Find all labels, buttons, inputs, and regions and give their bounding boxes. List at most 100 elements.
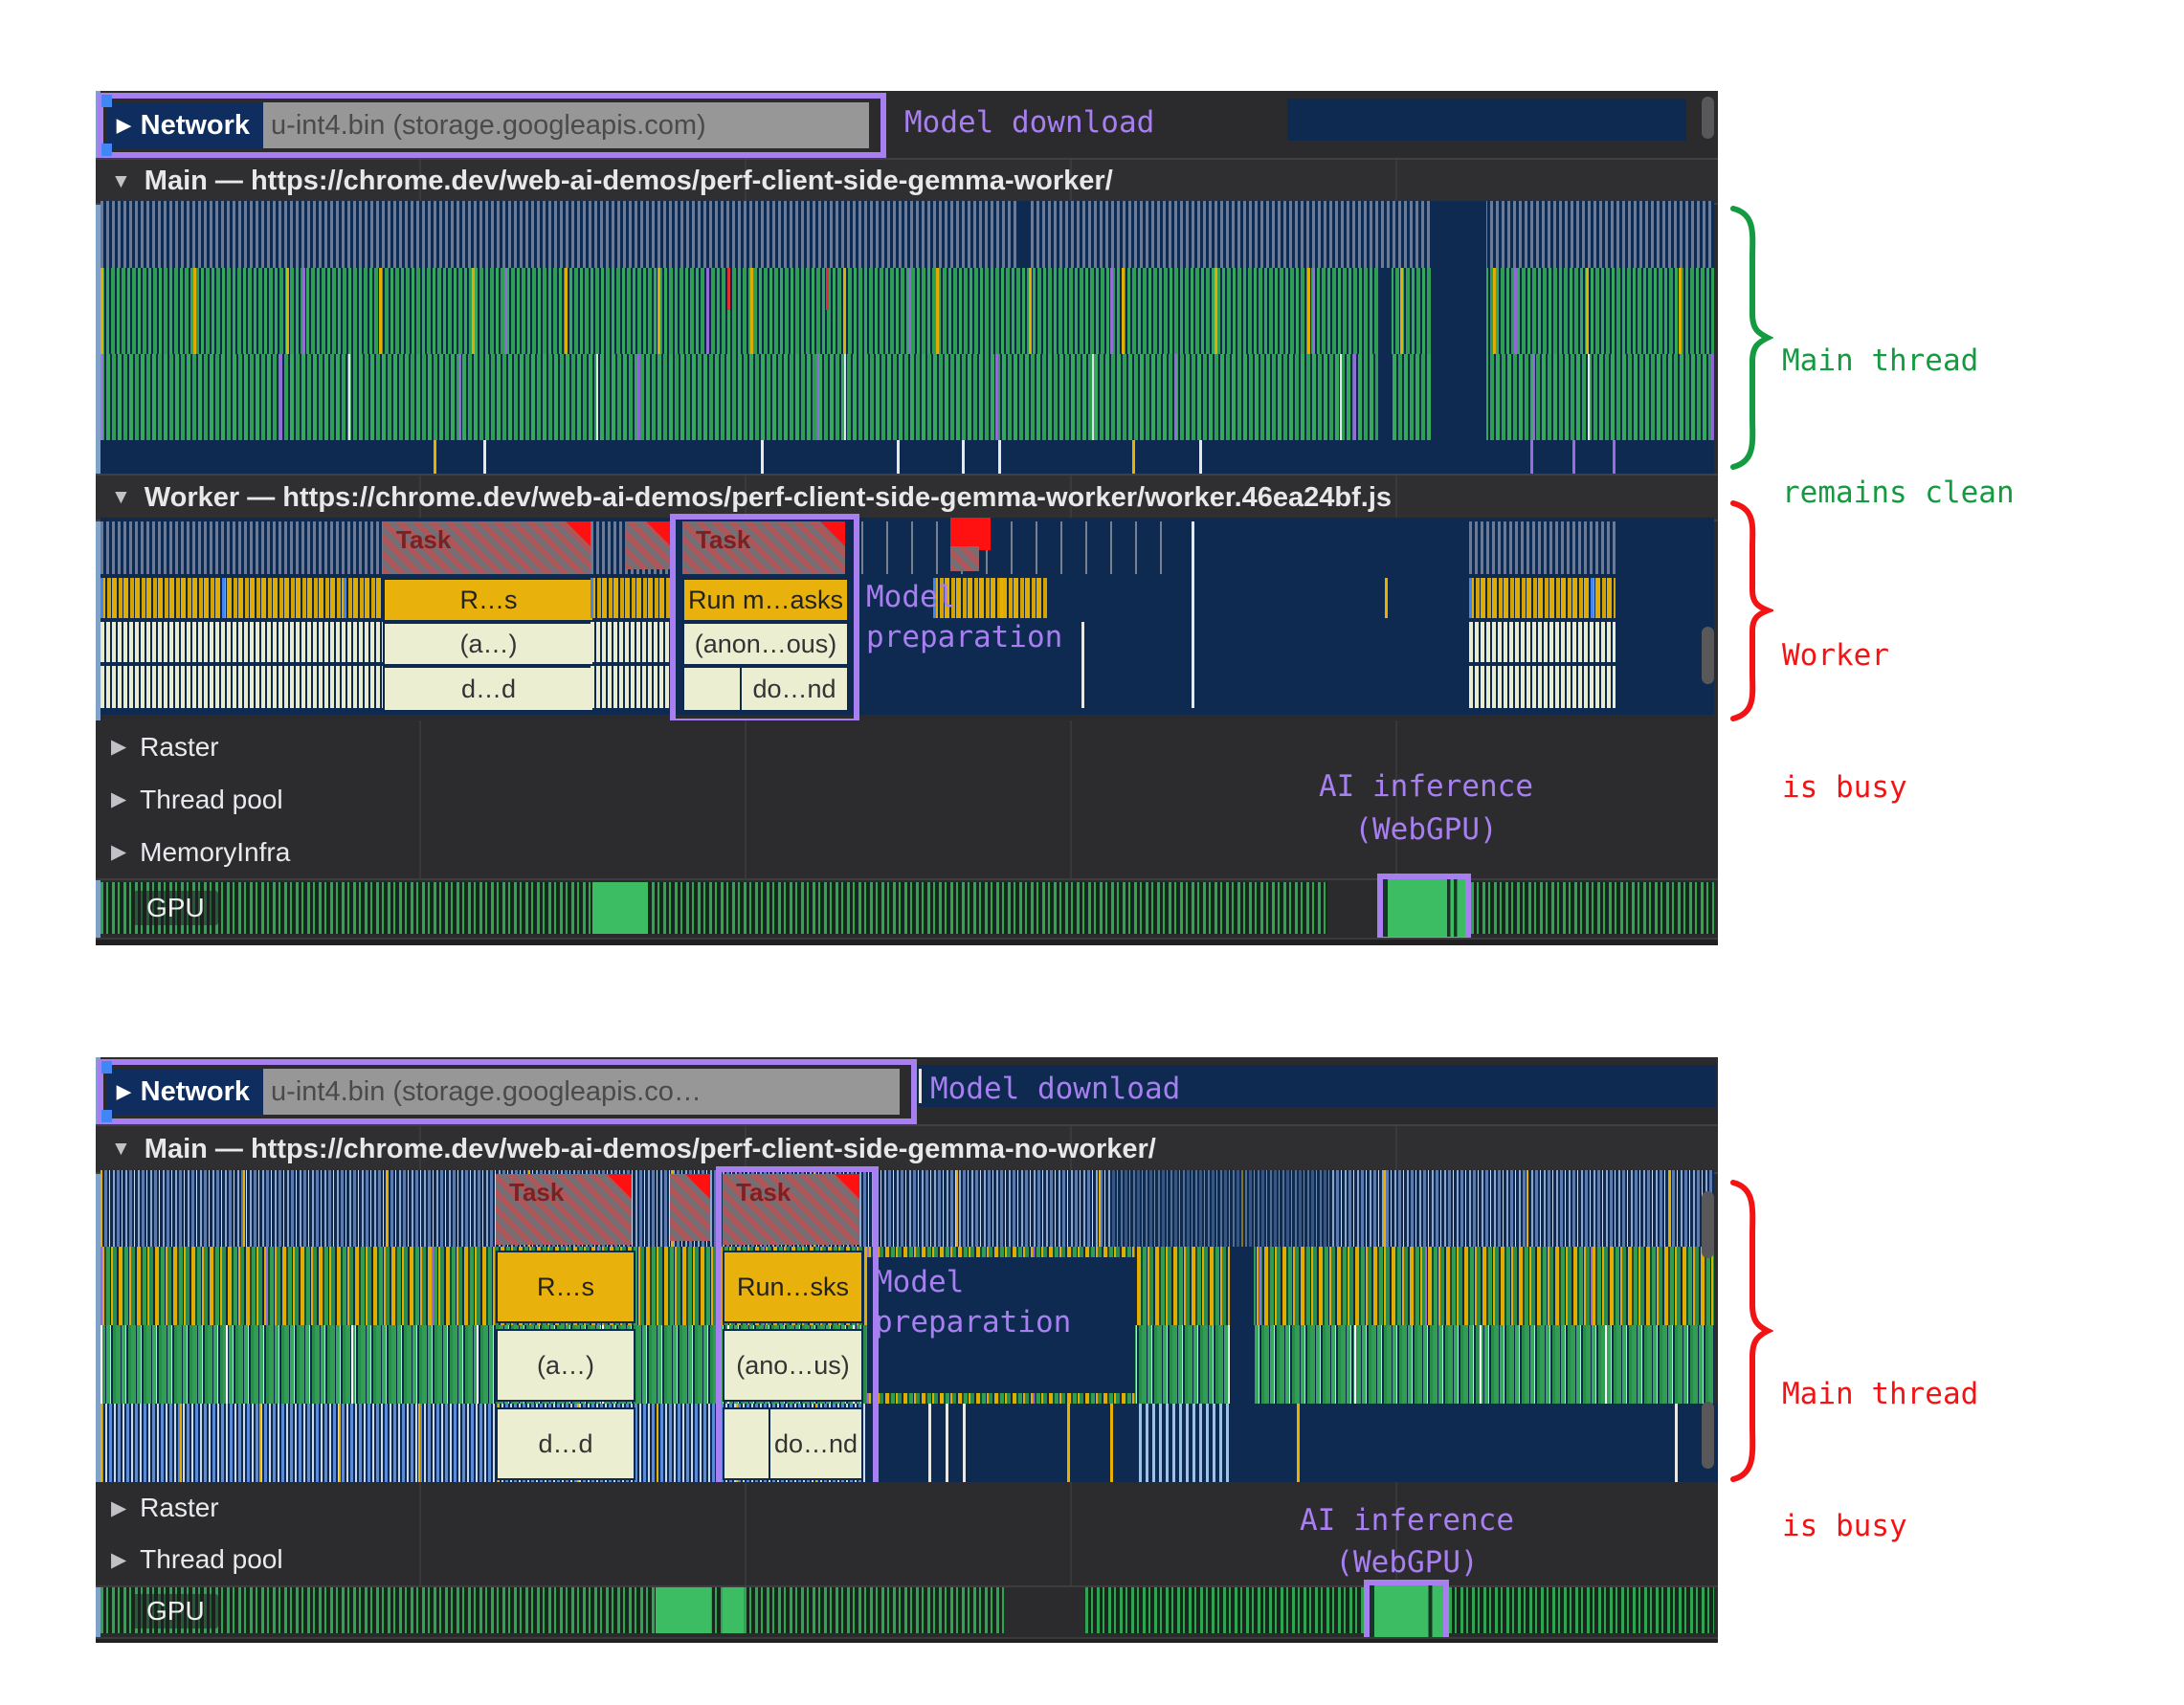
gpu-solid-segment [592, 882, 648, 934]
long-task-block-small[interactable] [670, 1174, 710, 1241]
white-tick [483, 440, 486, 474]
main-thread-header[interactable]: ▼ Main — https://chrome.dev/web-ai-demos… [96, 158, 1718, 205]
worker-flame-area[interactable]: Task R…s (a…) d…d Task Run m…asks (anon…… [100, 518, 1714, 715]
memory-infra-track[interactable]: ▶ MemoryInfra [96, 826, 1718, 880]
expand-icon[interactable]: ▶ [111, 1496, 127, 1519]
network-request-bar-right[interactable] [1287, 99, 1686, 141]
activity-stripes [100, 622, 383, 662]
network-request-bar[interactable]: ▶ Network u-int4.bin (storage.googleapis.… [107, 1069, 900, 1115]
expand-icon[interactable]: ▶ [111, 736, 127, 758]
annotation-line: AI inference [1319, 769, 1533, 804]
network-track-label[interactable]: ▶ Network [107, 102, 264, 148]
red-brace [1730, 1180, 1773, 1482]
network-track[interactable]: ▶ Network u-int4.bin (storage.googleapis.… [96, 91, 1718, 158]
download-block[interactable]: do…nd [769, 1407, 863, 1480]
scrollbar-thumb[interactable] [1702, 97, 1714, 139]
block-label: (anon…ous) [694, 629, 837, 658]
annotation-handle [101, 95, 112, 107]
network-label-text: Network [140, 1075, 251, 1107]
gpu-activity-stripes [1449, 1587, 1714, 1633]
network-request-text: u-int4.bin (storage.googleapis.co… [271, 1075, 702, 1107]
scrollbar-thumb[interactable] [1702, 1191, 1714, 1258]
annotation-line: Model [875, 1265, 965, 1299]
gpu-track[interactable]: GPU [96, 1580, 1718, 1643]
long-task-block-small[interactable] [625, 521, 671, 569]
download-block[interactable]: do…nd [740, 666, 849, 712]
activity-stripes [1139, 1404, 1230, 1482]
annotation-line: Model [866, 580, 956, 614]
dispatch-block[interactable]: d…d [383, 666, 594, 712]
expand-icon[interactable]: ▶ [117, 115, 131, 136]
yellow-tick [1132, 440, 1135, 474]
scrollbar-thumb[interactable] [1702, 1402, 1714, 1469]
dim-patch [1110, 1170, 1330, 1247]
devtools-performance-panel-worker: ▶ Network u-int4.bin (storage.googleapis.… [96, 91, 1718, 945]
thread-pool-track[interactable]: ▶ Thread pool [96, 1534, 1718, 1587]
expand-icon[interactable]: ▶ [111, 788, 127, 810]
main-flame-row-1[interactable] [100, 1170, 1714, 1247]
task-block-label: Task [696, 525, 751, 554]
white-tick [1675, 1404, 1678, 1482]
thread-pool-track[interactable]: ▶ Thread pool [96, 773, 1718, 828]
memory-infra-track-label: MemoryInfra [140, 836, 291, 867]
long-task-block[interactable]: Task [496, 1174, 632, 1245]
worker-thread-header[interactable]: ▼ Worker — https://chrome.dev/web-ai-dem… [96, 474, 1718, 521]
dispatch-block[interactable]: d…d [496, 1407, 635, 1480]
task-annotation-box [670, 514, 859, 724]
purple-tick [1613, 440, 1616, 474]
annotation-line: remains clean [1782, 476, 2015, 510]
collapse-icon[interactable]: ▼ [111, 486, 131, 508]
expand-icon[interactable]: ▶ [111, 1548, 127, 1571]
raster-track[interactable]: ▶ Raster [96, 1482, 1718, 1536]
main-flame-row-2[interactable] [100, 268, 1714, 354]
run-tasks-block[interactable]: R…s [383, 578, 594, 622]
main-flame-row-3[interactable] [100, 354, 1714, 440]
main-flame-row-1[interactable] [100, 201, 1714, 268]
collapse-icon[interactable]: ▼ [111, 1138, 131, 1160]
raster-track[interactable]: ▶ Raster [96, 720, 1718, 775]
annotation-handle [101, 144, 112, 156]
expand-icon[interactable]: ▶ [117, 1081, 131, 1102]
expand-icon[interactable]: ▶ [111, 841, 127, 863]
main-thread-header[interactable]: ▼ Main — https://chrome.dev/web-ai-demos… [96, 1124, 1718, 1174]
network-request-bar-right[interactable] [917, 1065, 1716, 1107]
model-preparation-annotation: Model preparation [875, 1262, 1071, 1342]
collapse-icon[interactable]: ▼ [111, 169, 131, 192]
block-label: d…d [538, 1428, 593, 1458]
sub-block[interactable] [723, 1407, 772, 1480]
run-microtasks-block[interactable]: Run m…asks [682, 578, 849, 622]
block-label: R…s [537, 1272, 594, 1301]
network-track[interactable]: ▶ Network u-int4.bin (storage.googleapis.… [96, 1057, 1718, 1124]
anonymous-block[interactable]: (a…) [383, 622, 594, 666]
white-tick [1199, 440, 1202, 474]
activity-stripes [1469, 622, 1616, 662]
network-track-label[interactable]: ▶ Network [107, 1069, 264, 1115]
ai-inference-annotation: AI inference (WebGPU) [1168, 1499, 1646, 1583]
run-microtasks-block[interactable]: Run…sks [723, 1251, 863, 1323]
anonymous-block[interactable]: (anon…ous) [682, 622, 849, 666]
long-task-block[interactable]: Task [682, 521, 845, 574]
long-task-block[interactable]: Task [723, 1174, 859, 1245]
gpu-track-label: GPU [133, 891, 218, 925]
model-preparation-region[interactable]: Model preparation [867, 1247, 1135, 1404]
panel-bottom-strip [96, 938, 1718, 945]
white-tick [998, 440, 1001, 474]
white-tick [946, 1404, 948, 1482]
block-label: (a…) [459, 629, 518, 658]
annotation-line: (WebGPU) [1354, 812, 1498, 847]
model-download-annotation: Model download [930, 1072, 1181, 1106]
anonymous-block[interactable]: (ano…us) [723, 1329, 863, 1402]
run-tasks-block[interactable]: R…s [496, 1251, 635, 1323]
gpu-track[interactable]: GPU [96, 874, 1718, 942]
anonymous-block[interactable]: (a…) [496, 1329, 635, 1402]
annotation-handle [101, 1110, 112, 1122]
scrollbar-thumb[interactable] [1702, 627, 1714, 684]
activity-stripes [591, 622, 675, 662]
long-task-block[interactable]: Task [383, 521, 591, 574]
block-label: Run…sks [736, 1272, 850, 1301]
gpu-inference-annotation-box [1377, 874, 1471, 942]
network-annotation-box: ▶ Network u-int4.bin (storage.googleapis.… [98, 93, 886, 158]
main-flame-row-4[interactable] [100, 440, 1714, 474]
network-request-bar[interactable]: ▶ Network u-int4.bin (storage.googleapis.… [107, 102, 869, 148]
activity-stripes [100, 666, 383, 708]
